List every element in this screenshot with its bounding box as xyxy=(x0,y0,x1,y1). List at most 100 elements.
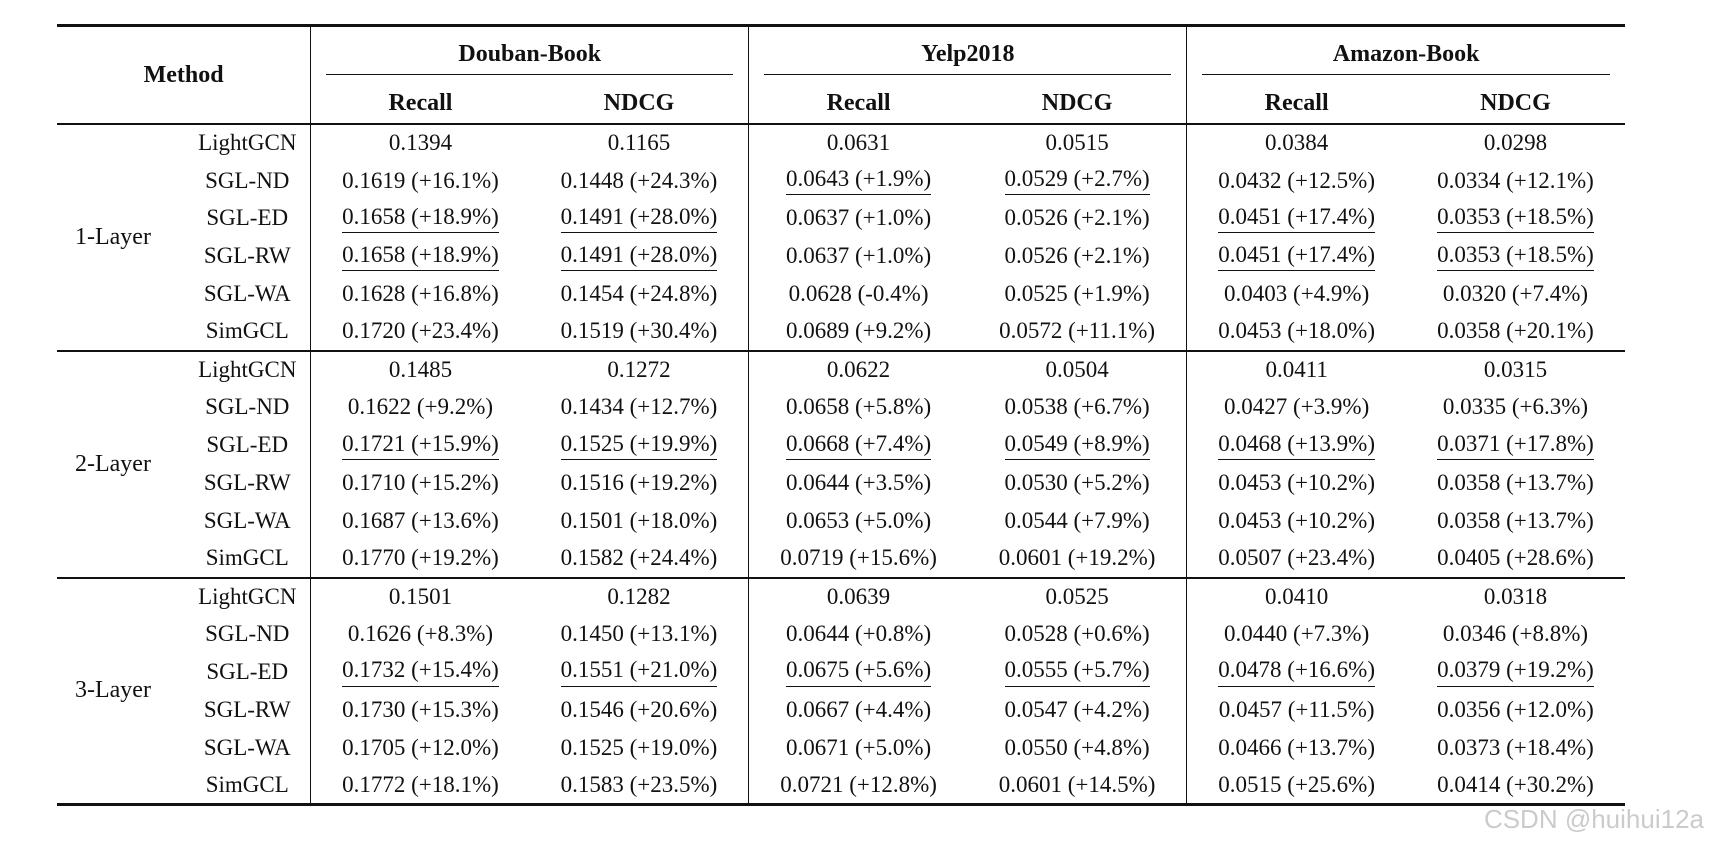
metric-cell: 0.0507 (+23.4%) xyxy=(1186,539,1406,578)
second-best-value: 0.0668 (+7.4%) xyxy=(785,431,932,460)
metric-cell: 0.0549 (+8.9%) xyxy=(968,426,1187,464)
metric-cell: 0.0410 xyxy=(1186,576,1406,616)
metric-header-recall: Recall xyxy=(310,83,530,125)
metric-cell: 0.0525 xyxy=(967,576,1187,616)
second-best-value: 0.1721 (+15.9%) xyxy=(342,431,499,460)
metric-header-ndcg: NDCG xyxy=(1405,83,1625,125)
table-row: SGL-RW 0.1730 (+15.3%) 0.1546 (+20.6%) 0.06… xyxy=(57,690,1625,729)
second-best-value: 0.1551 (+21.0%) xyxy=(560,657,718,687)
metric-cell: 0.1546 (+20.6%) xyxy=(560,696,718,722)
metric-cell: 0.0601 (+19.2%) xyxy=(998,545,1156,571)
metric-cell: 0.0358 (+20.1%) xyxy=(1437,318,1594,344)
metric-cell: 0.1551 (+21.0%) xyxy=(530,653,749,691)
metric-cell: 0.1710 (+15.2%) xyxy=(310,464,530,502)
second-best-value: 0.0478 (+16.6%) xyxy=(1218,657,1375,687)
metric-cell: 0.0403 (+4.9%) xyxy=(1186,275,1406,313)
metric-cell: 0.0457 (+11.5%) xyxy=(1186,690,1406,729)
metric-cell: 0.0572 (+11.1%) xyxy=(999,318,1156,344)
metric-cell: 0.0346 (+8.8%) xyxy=(1442,621,1589,647)
method-name: SimGCL xyxy=(205,771,289,797)
metric-cell: 0.1525 (+19.9%) xyxy=(530,426,749,464)
second-best-value: 0.0555 (+5.7%) xyxy=(1004,657,1150,687)
layer-label: 1-Layer xyxy=(57,123,185,351)
method-name: SimGCL xyxy=(205,545,289,571)
method-name: SGL-WA xyxy=(203,734,291,760)
method-name: LightGCN xyxy=(184,576,311,616)
metric-cell: 0.0526 (+2.1%) xyxy=(1004,243,1150,269)
metric-cell: 0.0440 (+7.3%) xyxy=(1186,615,1406,654)
method-name: SGL-WA xyxy=(203,281,291,307)
table-row: 3-Layer LightGCN 0.1501 0.1282 0.0639 0.0525 0… xyxy=(57,576,1625,805)
second-best-value: 0.0451 (+17.4%) xyxy=(1218,242,1375,271)
metric-cell: 0.1485 xyxy=(310,349,530,389)
second-best-value: 0.0379 (+19.2%) xyxy=(1437,657,1594,687)
metric-cell: 0.0721 (+12.8%) xyxy=(748,766,968,805)
metric-cell: 0.1583 (+23.5%) xyxy=(560,771,718,797)
table-row: SGL-WA 0.1705 (+12.0%) 0.1525 (+19.0%) 0.06… xyxy=(57,728,1625,767)
method-name: SimGCL xyxy=(205,318,289,344)
metric-cell: 0.0353 (+18.5%) xyxy=(1406,200,1625,238)
second-best-value: 0.0643 (+1.9%) xyxy=(785,166,932,196)
method-name: SGL-ND xyxy=(205,167,290,193)
table-row: 2-Layer LightGCN 0.1485 0.1272 0.0622 0.0504 0… xyxy=(57,349,1625,578)
table-row: SimGCL 0.1720 (+23.4%) 0.1519 (+30.4%) 0.06… xyxy=(57,312,1625,351)
method-name: SGL-ND xyxy=(205,394,290,420)
layer-label: 2-Layer xyxy=(57,349,185,578)
metric-cell: 0.0637 (+1.0%) xyxy=(748,237,968,276)
table-row: SGL-ND 0.1619 (+16.1%) 0.1448 (+24.3%) 0.06… xyxy=(57,161,1625,200)
table-row: SGL-ND 0.1622 (+9.2%) 0.1434 (+12.7%) 0.065… xyxy=(57,388,1625,427)
metric-cell: 0.1730 (+15.3%) xyxy=(310,690,530,729)
metric-cell: 0.0453 (+18.0%) xyxy=(1186,312,1406,351)
second-best-value: 0.1732 (+15.4%) xyxy=(342,657,499,687)
metric-cell: 0.1434 (+12.7%) xyxy=(560,394,718,420)
method-name: SGL-ED xyxy=(206,659,289,685)
metric-cell: 0.1394 xyxy=(310,123,530,162)
metric-cell: 0.1705 (+12.0%) xyxy=(310,728,530,767)
dataset-header-amazon: Amazon-Book xyxy=(1186,25,1625,83)
metric-cell: 0.0538 (+6.7%) xyxy=(1004,394,1150,420)
metric-cell: 0.1501 xyxy=(310,576,530,616)
second-best-value: 0.0529 (+2.7%) xyxy=(1004,166,1150,196)
metric-cell: 0.0379 (+19.2%) xyxy=(1406,653,1625,691)
metric-cell: 0.0529 (+2.7%) xyxy=(968,162,1187,200)
metric-cell: 0.1454 (+24.8%) xyxy=(560,281,718,307)
second-best-value: 0.0353 (+18.5%) xyxy=(1437,242,1594,271)
second-best-value: 0.1658 (+18.9%) xyxy=(342,242,499,271)
metric-cell: 0.0298 xyxy=(1405,123,1625,162)
metric-header-ndcg: NDCG xyxy=(529,83,749,125)
metric-cell: 0.0515 xyxy=(967,123,1187,162)
table-row: SGL-ED 0.1721 (+15.9%) 0.1525 (+19.9%) 0.06… xyxy=(57,426,1625,465)
table-row: SGL-WA 0.1628 (+16.8%) 0.1454 (+24.8%) 0.06… xyxy=(57,275,1625,313)
metric-cell: 0.0384 xyxy=(1186,123,1406,162)
second-best-value: 0.0675 (+5.6%) xyxy=(785,657,932,687)
metric-cell: 0.1165 xyxy=(529,123,749,162)
metric-cell: 0.0528 (+0.6%) xyxy=(1004,621,1150,647)
metric-cell: 0.0358 (+13.7%) xyxy=(1437,507,1594,533)
metric-cell: 0.0405 (+28.6%) xyxy=(1437,545,1594,571)
metric-cell: 0.0451 (+17.4%) xyxy=(1186,237,1406,276)
metric-cell: 0.1491 (+28.0%) xyxy=(530,237,749,275)
metric-cell: 0.0668 (+7.4%) xyxy=(748,426,968,465)
metric-cell: 0.1519 (+30.4%) xyxy=(560,318,718,344)
metric-cell: 0.0525 (+1.9%) xyxy=(1004,281,1150,307)
second-best-value: 0.0353 (+18.5%) xyxy=(1437,204,1594,234)
metric-cell: 0.1770 (+19.2%) xyxy=(310,539,530,578)
second-best-value: 0.0451 (+17.4%) xyxy=(1218,204,1375,234)
table-row: 1-Layer LightGCN 0.1394 0.1165 0.0631 0.0515 0… xyxy=(57,123,1625,351)
metric-cell: 0.0719 (+15.6%) xyxy=(748,539,968,578)
metric-cell: 0.1619 (+16.1%) xyxy=(310,161,530,200)
metric-cell: 0.1525 (+19.0%) xyxy=(560,734,718,760)
metric-cell: 0.0335 (+6.3%) xyxy=(1442,394,1589,420)
dataset-header-douban: Douban-Book xyxy=(310,25,749,83)
second-best-value: 0.0371 (+17.8%) xyxy=(1437,431,1594,460)
metric-cell: 0.1720 (+23.4%) xyxy=(310,312,530,351)
table-row: SGL-ND 0.1626 (+8.3%) 0.1450 (+13.1%) 0.064… xyxy=(57,615,1625,654)
method-name: SGL-ED xyxy=(206,205,289,231)
metric-cell: 0.1491 (+28.0%) xyxy=(530,200,749,238)
table-row: SimGCL 0.1770 (+19.2%) 0.1582 (+24.4%) 0.07… xyxy=(57,539,1625,578)
method-name: SGL-ND xyxy=(205,621,290,647)
metric-header-recall: Recall xyxy=(748,83,968,125)
table-row: SimGCL 0.1772 (+18.1%) 0.1583 (+23.5%) 0.07… xyxy=(57,766,1625,805)
metric-cell: 0.0637 (+1.0%) xyxy=(748,199,968,238)
metric-cell: 0.1282 xyxy=(529,576,749,616)
